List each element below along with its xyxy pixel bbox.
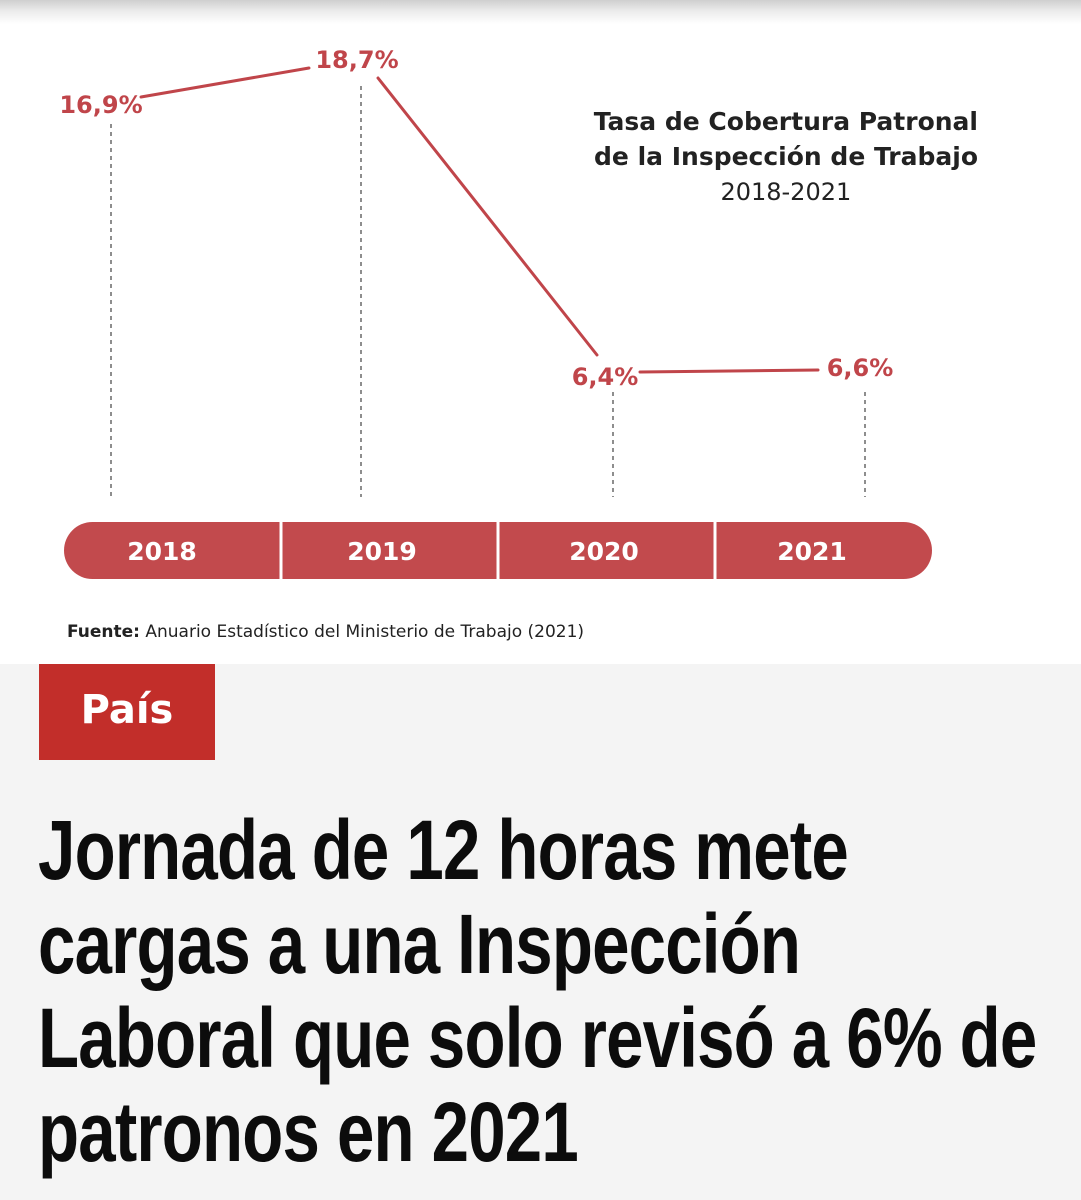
series-line-segment bbox=[139, 66, 311, 99]
source-text: Anuario Estadístico del Ministerio de Tr… bbox=[139, 622, 585, 642]
x-tick-label: 2018 bbox=[127, 537, 197, 566]
data-label: 6,6% bbox=[827, 354, 894, 382]
data-label: 16,9% bbox=[59, 91, 142, 119]
data-label: 18,7% bbox=[315, 46, 398, 74]
source-label: Fuente: bbox=[67, 622, 140, 642]
headline[interactable]: Jornada de 12 horas mete cargas a una In… bbox=[38, 803, 1037, 1179]
section-tag[interactable]: País bbox=[39, 664, 215, 760]
chart-subtitle: 2018-2021 bbox=[720, 178, 852, 206]
source-note: Fuente: Anuario Estadístico del Minister… bbox=[67, 622, 584, 642]
x-tick-label: 2020 bbox=[569, 537, 639, 566]
chart-title-line2: de la Inspección de Trabajo bbox=[594, 142, 978, 171]
series-line-segment bbox=[376, 76, 599, 357]
chart-panel: 16,9% 18,7% 6,4% 6,6% 2018 2019 2020 2021 Tasa … bbox=[0, 0, 1081, 664]
chart-title: Tasa de Cobertura Patronal de la Inspecc… bbox=[594, 104, 978, 210]
chart-title-line1: Tasa de Cobertura Patronal bbox=[593, 107, 978, 136]
series-line-segment bbox=[638, 368, 820, 374]
x-tick-label: 2019 bbox=[347, 537, 417, 566]
data-label: 6,4% bbox=[572, 363, 639, 391]
x-tick-label: 2021 bbox=[777, 537, 847, 566]
top-shadow bbox=[0, 0, 1081, 24]
line-chart: 16,9% 18,7% 6,4% 6,6% 2018 2019 2020 2021 bbox=[59, 46, 932, 579]
